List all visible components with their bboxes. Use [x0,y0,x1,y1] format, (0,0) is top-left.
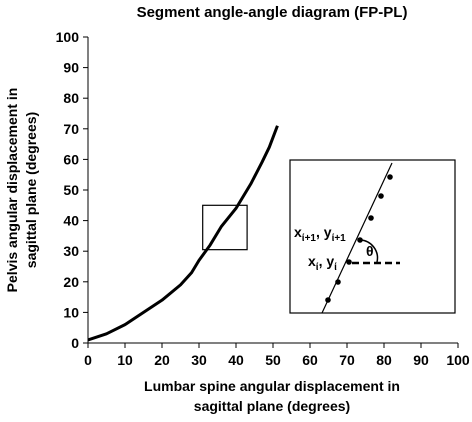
inset-dot [335,279,341,285]
label-part: ί+1 [332,233,347,244]
x-tick-label: 90 [413,352,429,368]
inset-dot [325,297,331,303]
x-tick-label: 50 [265,352,281,368]
y-tick-label: 0 [71,335,79,351]
inset-frame [289,159,456,314]
y-tick-label: 60 [63,151,79,167]
label-part: , y [319,253,335,269]
inset-angle: θ [366,243,374,259]
x-tick-label: 60 [302,352,318,368]
inset-angle-arc [359,239,379,263]
inset-next-point: xί+1, yί+1 [294,224,346,244]
inset-line [321,162,393,314]
x-tick-label: 20 [154,352,170,368]
label-part: ί [334,262,337,273]
label-part: ί [316,262,319,273]
label-part: ί+1 [302,233,317,244]
inset-dot [346,259,352,265]
highlight-box [202,204,248,251]
label-part: x [294,224,302,240]
inset-dot [387,174,393,180]
data-line [87,125,279,342]
y-tick-label: 30 [63,243,79,259]
y-tick-label: 100 [56,29,80,45]
y-tick-label: 10 [63,304,79,320]
x-tick-label: 80 [376,352,392,368]
x-tick-label: 30 [191,352,207,368]
label-part: , y [316,224,332,240]
x-tick-label: 40 [228,352,244,368]
x-tick-label: 10 [117,352,133,368]
inset-dot [378,193,384,199]
x-axis-label: sagittal plane (degrees) [194,398,350,414]
y-tick-label: 80 [63,90,79,106]
y-tick-label: 70 [63,121,79,137]
label-part: x [308,253,316,269]
inset-point: xί, yί [308,253,337,273]
y-tick-label: 90 [63,60,79,76]
x-tick-label: 100 [446,352,470,368]
y-axis-label: sagittal plane (degrees) [23,112,39,268]
chart-title: Segment angle-angle diagram (FP-PL) [137,4,408,21]
y-tick-label: 20 [63,274,79,290]
inset-diagram: θ xί+1, yί+1 xί, yί [289,159,456,314]
y-axis-label: Pelvis angular displacement in [4,88,20,293]
y-tick-label: 50 [63,182,79,198]
x-axis-label: Lumbar spine angular displacement in [144,378,400,394]
y-tick-label: 40 [63,213,79,229]
x-tick-label: 70 [339,352,355,368]
x-tick-label: 0 [84,352,92,368]
inset-dot [368,215,374,221]
